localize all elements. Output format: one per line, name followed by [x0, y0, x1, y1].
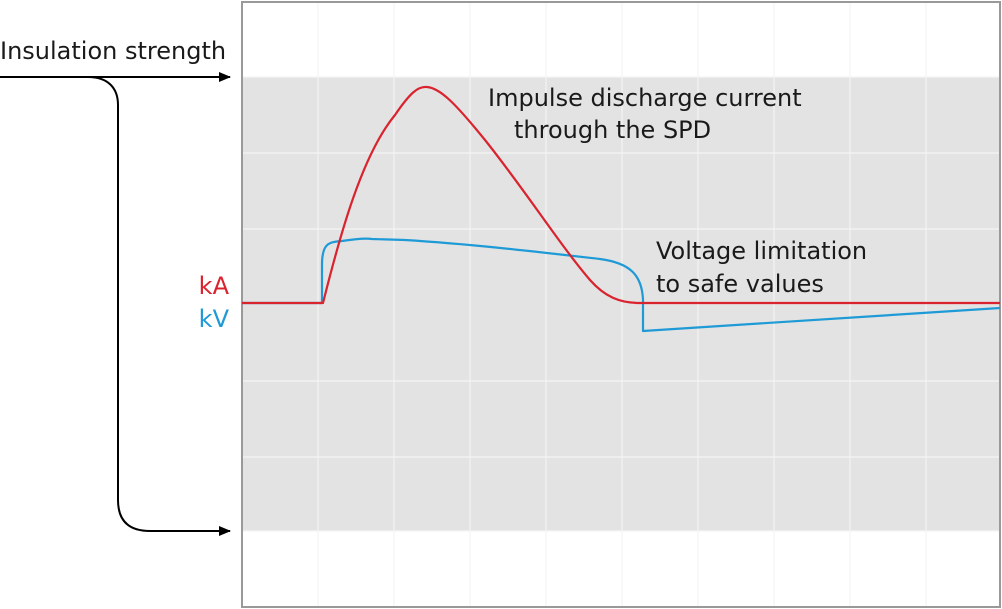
insulation-strength-label: Insulation strength	[0, 37, 226, 65]
current-curve	[242, 85, 1000, 305]
unit-current-label: kA	[199, 272, 230, 300]
voltage-annotation-line-2: to safe values	[656, 270, 824, 298]
voltage-curve	[242, 237, 1001, 333]
unit-voltage-label: kV	[199, 305, 230, 333]
plot-frame	[241, 1, 1001, 608]
lower-arrow	[87, 76, 231, 536]
current-annotation-line-1: Impulse discharge current	[488, 84, 802, 112]
current-annotation-line-2: through the SPD	[514, 116, 711, 144]
voltage-annotation-line-1: Voltage limitation	[656, 237, 867, 265]
insulation-arrows	[0, 72, 231, 536]
grid-lines	[242, 2, 1000, 607]
